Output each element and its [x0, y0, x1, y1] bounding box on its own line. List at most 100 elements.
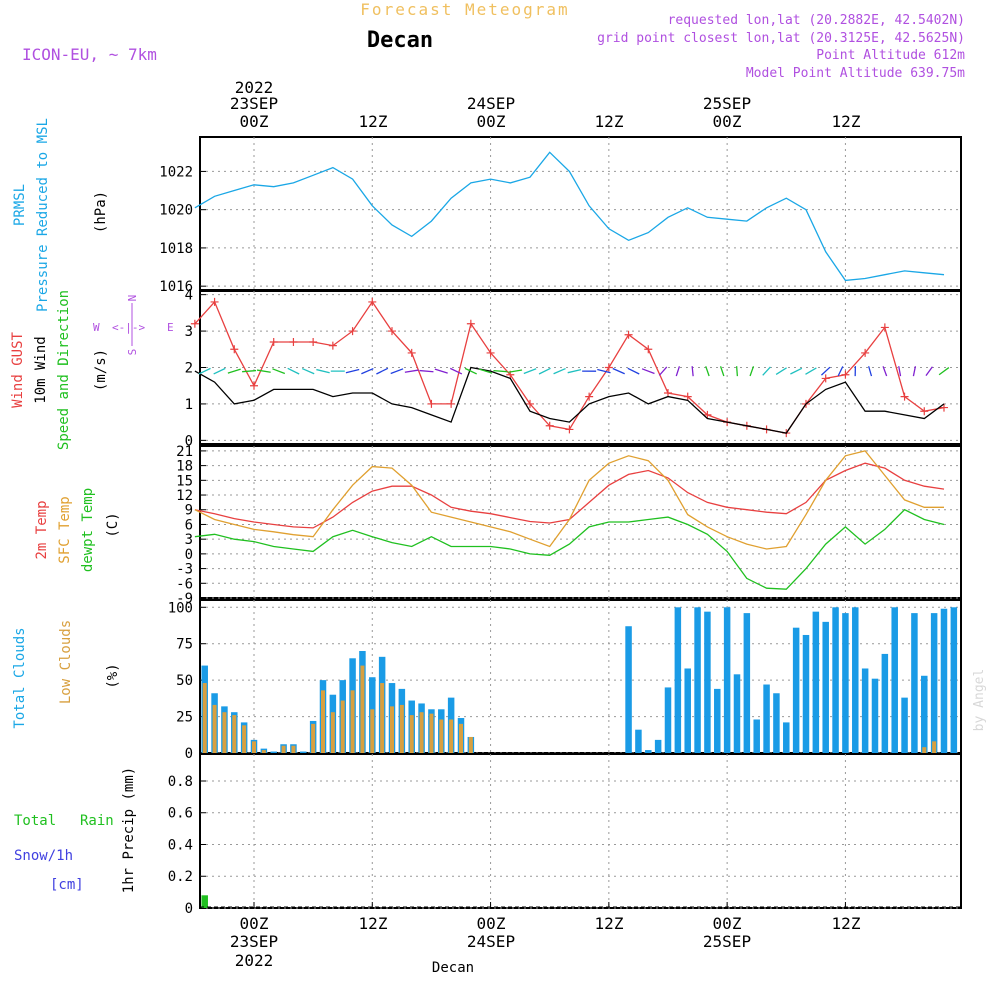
- wind-unit: (m/s): [93, 349, 109, 391]
- y-tick-label: 6: [185, 517, 193, 533]
- gust-marker: [585, 392, 594, 401]
- y-tick-label: 15: [176, 473, 193, 489]
- gust-marker: [368, 297, 377, 306]
- gust-marker: [348, 327, 357, 336]
- pressure-unit: (hPa): [93, 191, 109, 233]
- top-year: 2022: [235, 78, 274, 97]
- low-cloud-bar: [458, 723, 463, 753]
- low-cloud-bar: [389, 706, 394, 753]
- gust-marker: [230, 345, 239, 354]
- wind-arrow: [272, 368, 286, 375]
- total-cloud-bar: [861, 668, 869, 753]
- sfc-label: SFC Temp: [57, 496, 73, 563]
- y-tick-label: 0.6: [168, 806, 193, 822]
- wind-arrow: [820, 366, 831, 376]
- bottom-tick-4: 00Z: [713, 914, 742, 933]
- gust-marker: [250, 381, 258, 390]
- wind-arrow: [361, 367, 374, 375]
- total-cloud-bar: [901, 697, 908, 753]
- bottom-day2: 24SEP: [467, 932, 515, 951]
- bottom-tick-2: 00Z: [477, 914, 506, 933]
- compass-e: E: [167, 321, 174, 334]
- wind-arrow: [612, 367, 625, 375]
- total-cloud-bar: [743, 613, 751, 753]
- y-tick-label: 50: [176, 673, 193, 689]
- point-altitude: Point Altitude 612m: [816, 48, 965, 63]
- dew-label: dewpt Temp: [80, 488, 96, 572]
- model-altitude: Model Point Altitude 639.75m: [746, 66, 965, 81]
- y-tick-label: -6: [176, 576, 193, 592]
- total-cloud-bar: [684, 668, 691, 753]
- series-line: [194, 508, 945, 590]
- top-day2: 24SEP: [467, 94, 515, 113]
- low-cloud-bar: [468, 736, 473, 753]
- total-cloud-bar: [270, 751, 277, 753]
- rain-label: Rain: [80, 813, 114, 829]
- model-label: ICON-EU, ~ 7km: [22, 45, 157, 64]
- wind-arrow: [735, 366, 739, 377]
- low-cloud-bar: [232, 715, 237, 753]
- gust-marker: [880, 323, 889, 332]
- wind-dir-label: Speed and Direction: [56, 290, 72, 450]
- plot-layer: 101610181020102201234-9-6-30369121518210…: [159, 136, 962, 917]
- low-cloud-bar: [350, 690, 355, 753]
- total-cloud-bar: [723, 607, 731, 753]
- total-cloud-bar: [674, 607, 682, 753]
- y-tick-label: 0: [185, 746, 193, 762]
- wind-arrow: [837, 366, 844, 377]
- low-cloud-bar: [320, 690, 325, 753]
- y-tick-label: 9: [185, 503, 193, 519]
- low-cloud-bar: [281, 745, 286, 753]
- wind-arrow: [256, 369, 271, 373]
- gust-marker: [861, 348, 870, 357]
- y-tick-label: 4: [185, 288, 193, 304]
- wind-arrow: [627, 367, 640, 375]
- total-cloud-bar: [763, 684, 770, 753]
- wind-arrow: [719, 366, 725, 377]
- gust-marker: [663, 389, 672, 397]
- gust-marker: [387, 327, 396, 336]
- y-tick-label: 3: [185, 324, 193, 340]
- total-cloud-bar: [753, 719, 760, 753]
- y-tick-label: 2: [185, 361, 193, 377]
- gust-marker: [466, 319, 475, 328]
- low-cloud-bar: [449, 719, 454, 753]
- gust-marker: [604, 363, 613, 372]
- total-cloud-bar: [852, 607, 859, 753]
- series-line: [194, 450, 944, 550]
- gust-marker: [328, 341, 337, 350]
- total-cloud-bar: [300, 751, 307, 753]
- gust-marker: [703, 410, 712, 419]
- total-cloud-bar: [812, 611, 820, 753]
- low-cloud-bar: [252, 741, 256, 753]
- y-tick-label: 0: [185, 547, 193, 563]
- temp2m-label: 2m Temp: [34, 500, 50, 559]
- low-cloud-bar: [370, 709, 375, 753]
- bottom-station: Decan: [432, 960, 474, 976]
- gust-marker: [525, 399, 534, 408]
- low-cloud-bar: [380, 683, 385, 753]
- snow-unit-label: [cm]: [50, 877, 84, 893]
- low-cloud-bar: [311, 723, 316, 753]
- total-cloud-bar: [714, 688, 721, 753]
- wind-label: 10m Wind: [33, 336, 49, 403]
- wind-arrow: [449, 367, 463, 375]
- low-cloud-bar: [261, 750, 266, 753]
- gust-marker: [269, 338, 278, 346]
- wind-arrow: [242, 369, 257, 373]
- wind-arrow: [493, 369, 508, 373]
- wind-arrow: [882, 366, 888, 377]
- gust-marker: [920, 407, 929, 416]
- compass-n: N: [126, 295, 139, 302]
- wind-arrow: [567, 368, 582, 374]
- requested-coords: requested lon,lat (20.2882E, 42.5402N): [668, 13, 965, 28]
- y-tick-label: 1018: [159, 241, 193, 257]
- cloud-unit: (%): [105, 663, 121, 688]
- top-tick-2: 00Z: [477, 112, 506, 131]
- bottom-tick-1: 12Z: [359, 914, 388, 933]
- y-tick-label: 25: [176, 710, 193, 726]
- rain-bar: [201, 895, 208, 908]
- total-cloud-bar: [694, 607, 701, 753]
- temp-labels: 2m Temp SFC Temp dewpt Temp (C): [34, 488, 121, 572]
- gust-label: Wind GUST: [10, 332, 26, 408]
